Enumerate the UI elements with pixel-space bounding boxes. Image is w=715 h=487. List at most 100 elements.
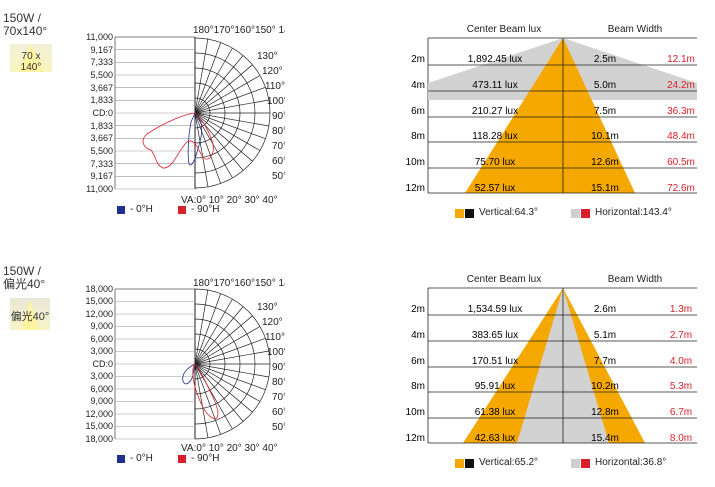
horizontal-swatch-red — [581, 459, 590, 468]
vertical-swatch-yellow — [455, 209, 464, 218]
top-angle-labels: 180°170°160°150° 140° — [193, 278, 285, 289]
scale-label: 18,000 — [85, 434, 113, 444]
row-lux: 383.65 lux — [472, 330, 518, 341]
scale-label: CD:0 — [92, 108, 113, 118]
row-width-v: 12.8m — [591, 407, 619, 418]
row-width-h: 24.2m — [667, 80, 695, 91]
scale-label: 3,000 — [90, 371, 113, 381]
legend-label-0H: - 0°H — [130, 453, 153, 464]
legend-swatch-90H — [178, 206, 186, 214]
angle-label: 130° — [257, 51, 278, 62]
vertical-angle-label: Vertical:65.2° — [479, 457, 539, 468]
scale-label: 9,000 — [90, 396, 113, 406]
polar-candela-chart: 180°170°160°150° 140° 18,000 15,000 12,0… — [85, 278, 285, 454]
table-rows: 2m 1,892.45 lux 2.5m 12.1m 4m 473.11 lux… — [406, 54, 695, 194]
scale-ticks — [115, 301, 195, 440]
panel-title-line1: 150W / — [3, 11, 42, 25]
col-header-width: Beam Width — [608, 24, 662, 35]
row-width-h: 36.3m — [667, 106, 695, 117]
scale-labels: 18,000 15,000 12,000 9,000 6,000 3,000 C… — [85, 284, 113, 444]
row-distance: 2m — [411, 54, 425, 65]
row-width-h: 5.3m — [670, 381, 692, 392]
scale-ticks — [115, 49, 195, 190]
row-lux: 1,534.59 lux — [468, 304, 523, 315]
scale-label: 5,500 — [90, 146, 113, 156]
row-width-h: 6.7m — [670, 407, 692, 418]
beam-table: Center Beam lux Beam Width 2m 1,534.59 l… — [406, 274, 697, 444]
angle-label: 80° — [272, 126, 285, 137]
col-header-width: Beam Width — [608, 274, 662, 285]
scale-label: 9,167 — [90, 45, 113, 55]
scale-label: 18,000 — [85, 284, 113, 294]
horizontal-swatch-red — [581, 209, 590, 218]
va-angle-labels: VA:0° 10° 20° 30° 40° — [181, 443, 278, 454]
scale-label: 12,000 — [85, 409, 113, 419]
angle-label: 70° — [272, 141, 285, 152]
curve-0H — [182, 363, 196, 385]
scale-label: 3,667 — [90, 133, 113, 143]
angle-label: 60° — [272, 407, 285, 418]
vertical-angle-label: Vertical:64.3° — [479, 207, 539, 218]
row-width-h: 2.7m — [670, 330, 692, 341]
horizontal-angle-label: Horizontal:36.8° — [595, 457, 667, 468]
angle-label: 60° — [272, 156, 285, 167]
angle-label: 100° — [267, 96, 285, 107]
scale-label: 11,000 — [86, 32, 113, 42]
row-width-v: 7.5m — [594, 106, 616, 117]
row-lux: 1,892.45 lux — [468, 54, 523, 65]
beam-badge: 70 x 140° — [10, 44, 52, 73]
row-width-v: 12.6m — [591, 157, 619, 168]
row-width-v: 10.1m — [591, 131, 619, 142]
scale-label: 9,167 — [90, 171, 113, 181]
row-lux: 95.91 lux — [475, 381, 516, 392]
angle-label: 70° — [272, 392, 285, 403]
row-width-h: 72.6m — [667, 183, 695, 194]
legend-label-0H: - 0°H — [130, 204, 153, 215]
row-lux: 473.11 lux — [472, 80, 517, 91]
col-header-lux: Center Beam lux — [467, 24, 541, 35]
beam-badge-label: 偏光40° — [10, 311, 50, 323]
beam-badge-label: 70 x 140° — [20, 51, 42, 73]
row-width-h: 12.1m — [667, 54, 695, 65]
row-distance: 8m — [411, 381, 425, 392]
row-width-h: 48.4m — [667, 131, 695, 142]
curve-0H — [187, 112, 203, 166]
row-distance: 2m — [411, 304, 425, 315]
legend-swatch-90H — [178, 455, 186, 463]
table-row-rules — [428, 314, 697, 444]
scale-label: 6,000 — [90, 384, 113, 394]
beam-badge-cone — [21, 300, 39, 330]
row-width-v: 5.0m — [594, 80, 616, 91]
scale-label: 11,000 — [86, 184, 113, 194]
row-width-h: 8.0m — [670, 433, 692, 444]
row-lux: 61.38 lux — [475, 407, 516, 418]
angle-label: 110° — [265, 81, 285, 92]
angle-label: 120° — [262, 66, 283, 77]
scale-labels: 11,000 9,167 7,333 5,500 3,667 1,833 CD:… — [86, 32, 113, 194]
angle-label: 90° — [272, 111, 285, 122]
scale-label: 7,333 — [90, 159, 113, 169]
angle-label: 80° — [272, 377, 285, 388]
row-width-v: 7.7m — [594, 356, 616, 367]
row-distance: 12m — [406, 433, 425, 444]
row-lux: 75.70 lux — [475, 157, 516, 168]
scale-label: 15,000 — [85, 296, 113, 306]
table-rows: 2m 1,534.59 lux 2.6m 1.3m 4m 383.65 lux … — [406, 304, 693, 444]
curve-90H — [192, 363, 219, 420]
row-lux: 118.28 lux — [472, 131, 517, 142]
row-width-v: 2.5m — [594, 54, 616, 65]
row-lux: 170.51 lux — [472, 356, 518, 367]
scale-label: 5,500 — [90, 70, 113, 80]
scale-label: 6,000 — [90, 334, 113, 344]
beam-badge-cone — [18, 44, 44, 72]
horizontal-angle-label: Horizontal:143.4° — [595, 207, 672, 218]
angle-label: 90° — [272, 362, 285, 373]
row-width-h: 60.5m — [667, 157, 695, 168]
legend-label-90H: - 90°H — [191, 453, 220, 464]
right-angle-labels: 130° 120° 110° 100° 90° 80° 70° 60° 50° — [257, 51, 285, 182]
polar-grid — [194, 288, 271, 440]
angle-label: 120° — [262, 317, 283, 328]
angle-label: 50° — [272, 171, 285, 182]
beam-vertical-area — [465, 38, 635, 193]
angle-label: 100° — [267, 347, 285, 358]
